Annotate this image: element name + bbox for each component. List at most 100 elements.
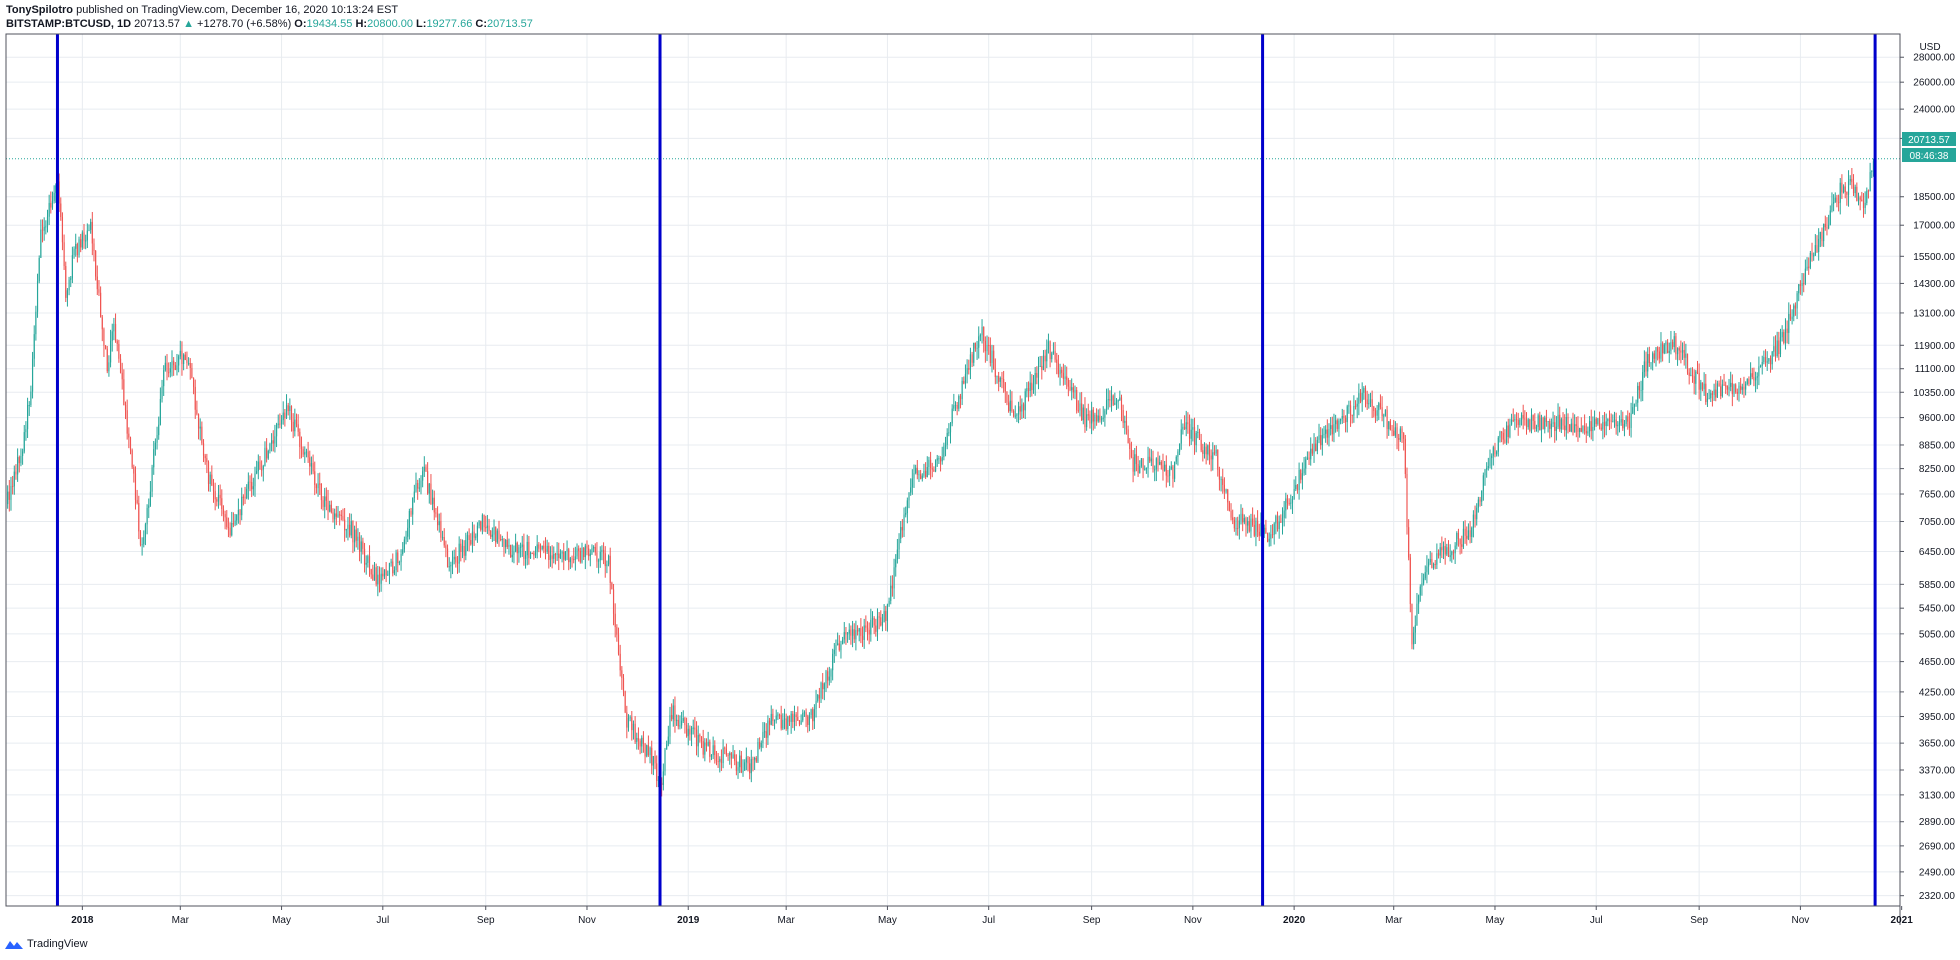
candle-body: [647, 745, 649, 756]
brand-label[interactable]: TradingView: [27, 938, 88, 950]
candle-body: [307, 451, 309, 458]
candle-body: [1132, 457, 1134, 472]
candle-body: [546, 545, 548, 552]
publisher-name[interactable]: TonySpilotro: [6, 4, 74, 16]
candle-body: [101, 317, 103, 330]
candle-body: [158, 424, 160, 436]
candle-body: [765, 731, 767, 738]
candle-body: [430, 483, 432, 505]
candle-body: [969, 354, 972, 370]
candle-body: [536, 544, 538, 552]
y-tick-label: 3650.00: [1919, 739, 1956, 750]
candle-body: [524, 555, 527, 559]
candle-body: [624, 691, 626, 713]
candle-body: [1678, 348, 1680, 351]
price-axis[interactable]: 28000.0026000.0024000.0022000.0018500.00…: [1900, 53, 1955, 902]
candle-body: [1270, 534, 1272, 539]
candle-body: [978, 336, 980, 348]
candle-body: [973, 342, 975, 363]
candle-body: [603, 549, 605, 554]
candle-body: [295, 419, 298, 425]
candle-body: [830, 670, 832, 677]
candle-body: [1857, 197, 1860, 201]
candle-body: [1763, 357, 1765, 363]
candle-body: [427, 471, 429, 494]
candle-body: [183, 354, 185, 365]
candle-body: [538, 544, 540, 549]
candle-body: [25, 429, 27, 433]
candle-body: [370, 569, 372, 575]
candle-body: [768, 720, 771, 725]
candle-body: [470, 540, 472, 545]
candle-body: [280, 420, 283, 425]
candle-body: [1705, 383, 1707, 403]
candle-body: [257, 461, 259, 472]
candle-body: [460, 543, 462, 552]
x-tick-label: 2020: [1283, 915, 1306, 926]
time-axis[interactable]: 2018 Mar May Jul Sep Nov 2019 Mar May Jul Sep Nov 20…: [71, 906, 1913, 926]
candle-body: [168, 372, 170, 374]
candles: [7, 152, 1876, 797]
candle-body: [1622, 419, 1624, 429]
candle-body: [1436, 553, 1438, 565]
x-tick-label: Mar: [172, 915, 190, 926]
candle-body: [490, 530, 492, 537]
candle-body: [749, 763, 751, 774]
candle-body: [1799, 284, 1801, 286]
candle-body: [848, 629, 850, 634]
candle-body: [1529, 419, 1531, 431]
candle-body: [73, 248, 75, 256]
price-chart[interactable]: 28000.0026000.0024000.0022000.0018500.00…: [0, 0, 1960, 935]
candle-body: [1001, 377, 1003, 380]
candle-body: [1579, 427, 1581, 432]
candle-body: [747, 757, 749, 764]
candle-body: [1844, 186, 1846, 192]
symbol-label[interactable]: BITSTAMP:BTCUSD, 1D: [6, 18, 132, 30]
candle-body: [1124, 420, 1126, 423]
candle-body: [1608, 418, 1611, 421]
candle-body: [98, 289, 100, 293]
candle-body: [339, 514, 341, 516]
candle-body: [1829, 210, 1831, 225]
candle-body: [95, 251, 97, 277]
candle-body: [1323, 433, 1325, 436]
candle-body: [433, 497, 435, 513]
candle-body: [727, 754, 729, 756]
candle-body: [1069, 386, 1071, 391]
tradingview-logo-icon[interactable]: [4, 937, 24, 951]
candle-body: [1388, 421, 1390, 430]
candle-body: [1160, 461, 1162, 466]
candle-body: [1361, 392, 1363, 402]
candle-body: [576, 548, 578, 557]
candle-body: [1394, 427, 1396, 436]
candle-body: [1730, 382, 1732, 387]
candle-body: [408, 511, 410, 528]
candle-body: [760, 742, 762, 748]
candle-body: [251, 482, 253, 490]
candle-body: [717, 761, 719, 763]
candle-body: [598, 560, 600, 562]
candle-body: [483, 514, 485, 528]
candle-body: [1217, 449, 1219, 470]
candle-body: [681, 721, 683, 726]
candle-body: [963, 380, 965, 384]
candle-body: [372, 574, 374, 581]
candle-body: [148, 505, 150, 508]
candle-body: [1590, 421, 1592, 432]
candle-body: [1165, 464, 1167, 476]
candle-body: [1266, 533, 1269, 542]
candle-body: [445, 545, 447, 549]
candle-body: [1215, 449, 1217, 454]
candle-body: [385, 569, 387, 576]
candle-body: [888, 600, 890, 605]
candle-body: [1662, 343, 1664, 354]
candle-body: [1379, 403, 1382, 408]
y-tick-label: 2490.00: [1919, 867, 1956, 878]
candle-body: [91, 221, 93, 244]
candle-body: [1809, 252, 1811, 268]
candle-body: [1750, 373, 1752, 384]
candle-body: [143, 537, 145, 545]
candle-body: [1582, 425, 1584, 432]
candle-body: [1559, 414, 1561, 430]
candle-body: [548, 545, 550, 560]
